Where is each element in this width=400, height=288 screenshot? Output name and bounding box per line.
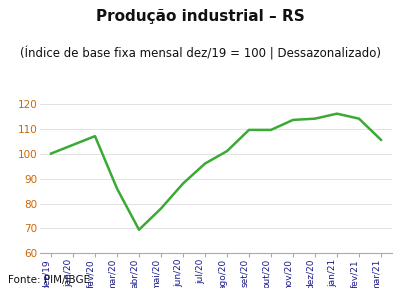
Text: Fonte: PIM/IBGE.: Fonte: PIM/IBGE. [8, 275, 94, 285]
Text: Produção industrial – RS: Produção industrial – RS [96, 9, 304, 24]
Text: (Índice de base fixa mensal dez/19 = 100 | Dessazonalizado): (Índice de base fixa mensal dez/19 = 100… [20, 46, 380, 60]
